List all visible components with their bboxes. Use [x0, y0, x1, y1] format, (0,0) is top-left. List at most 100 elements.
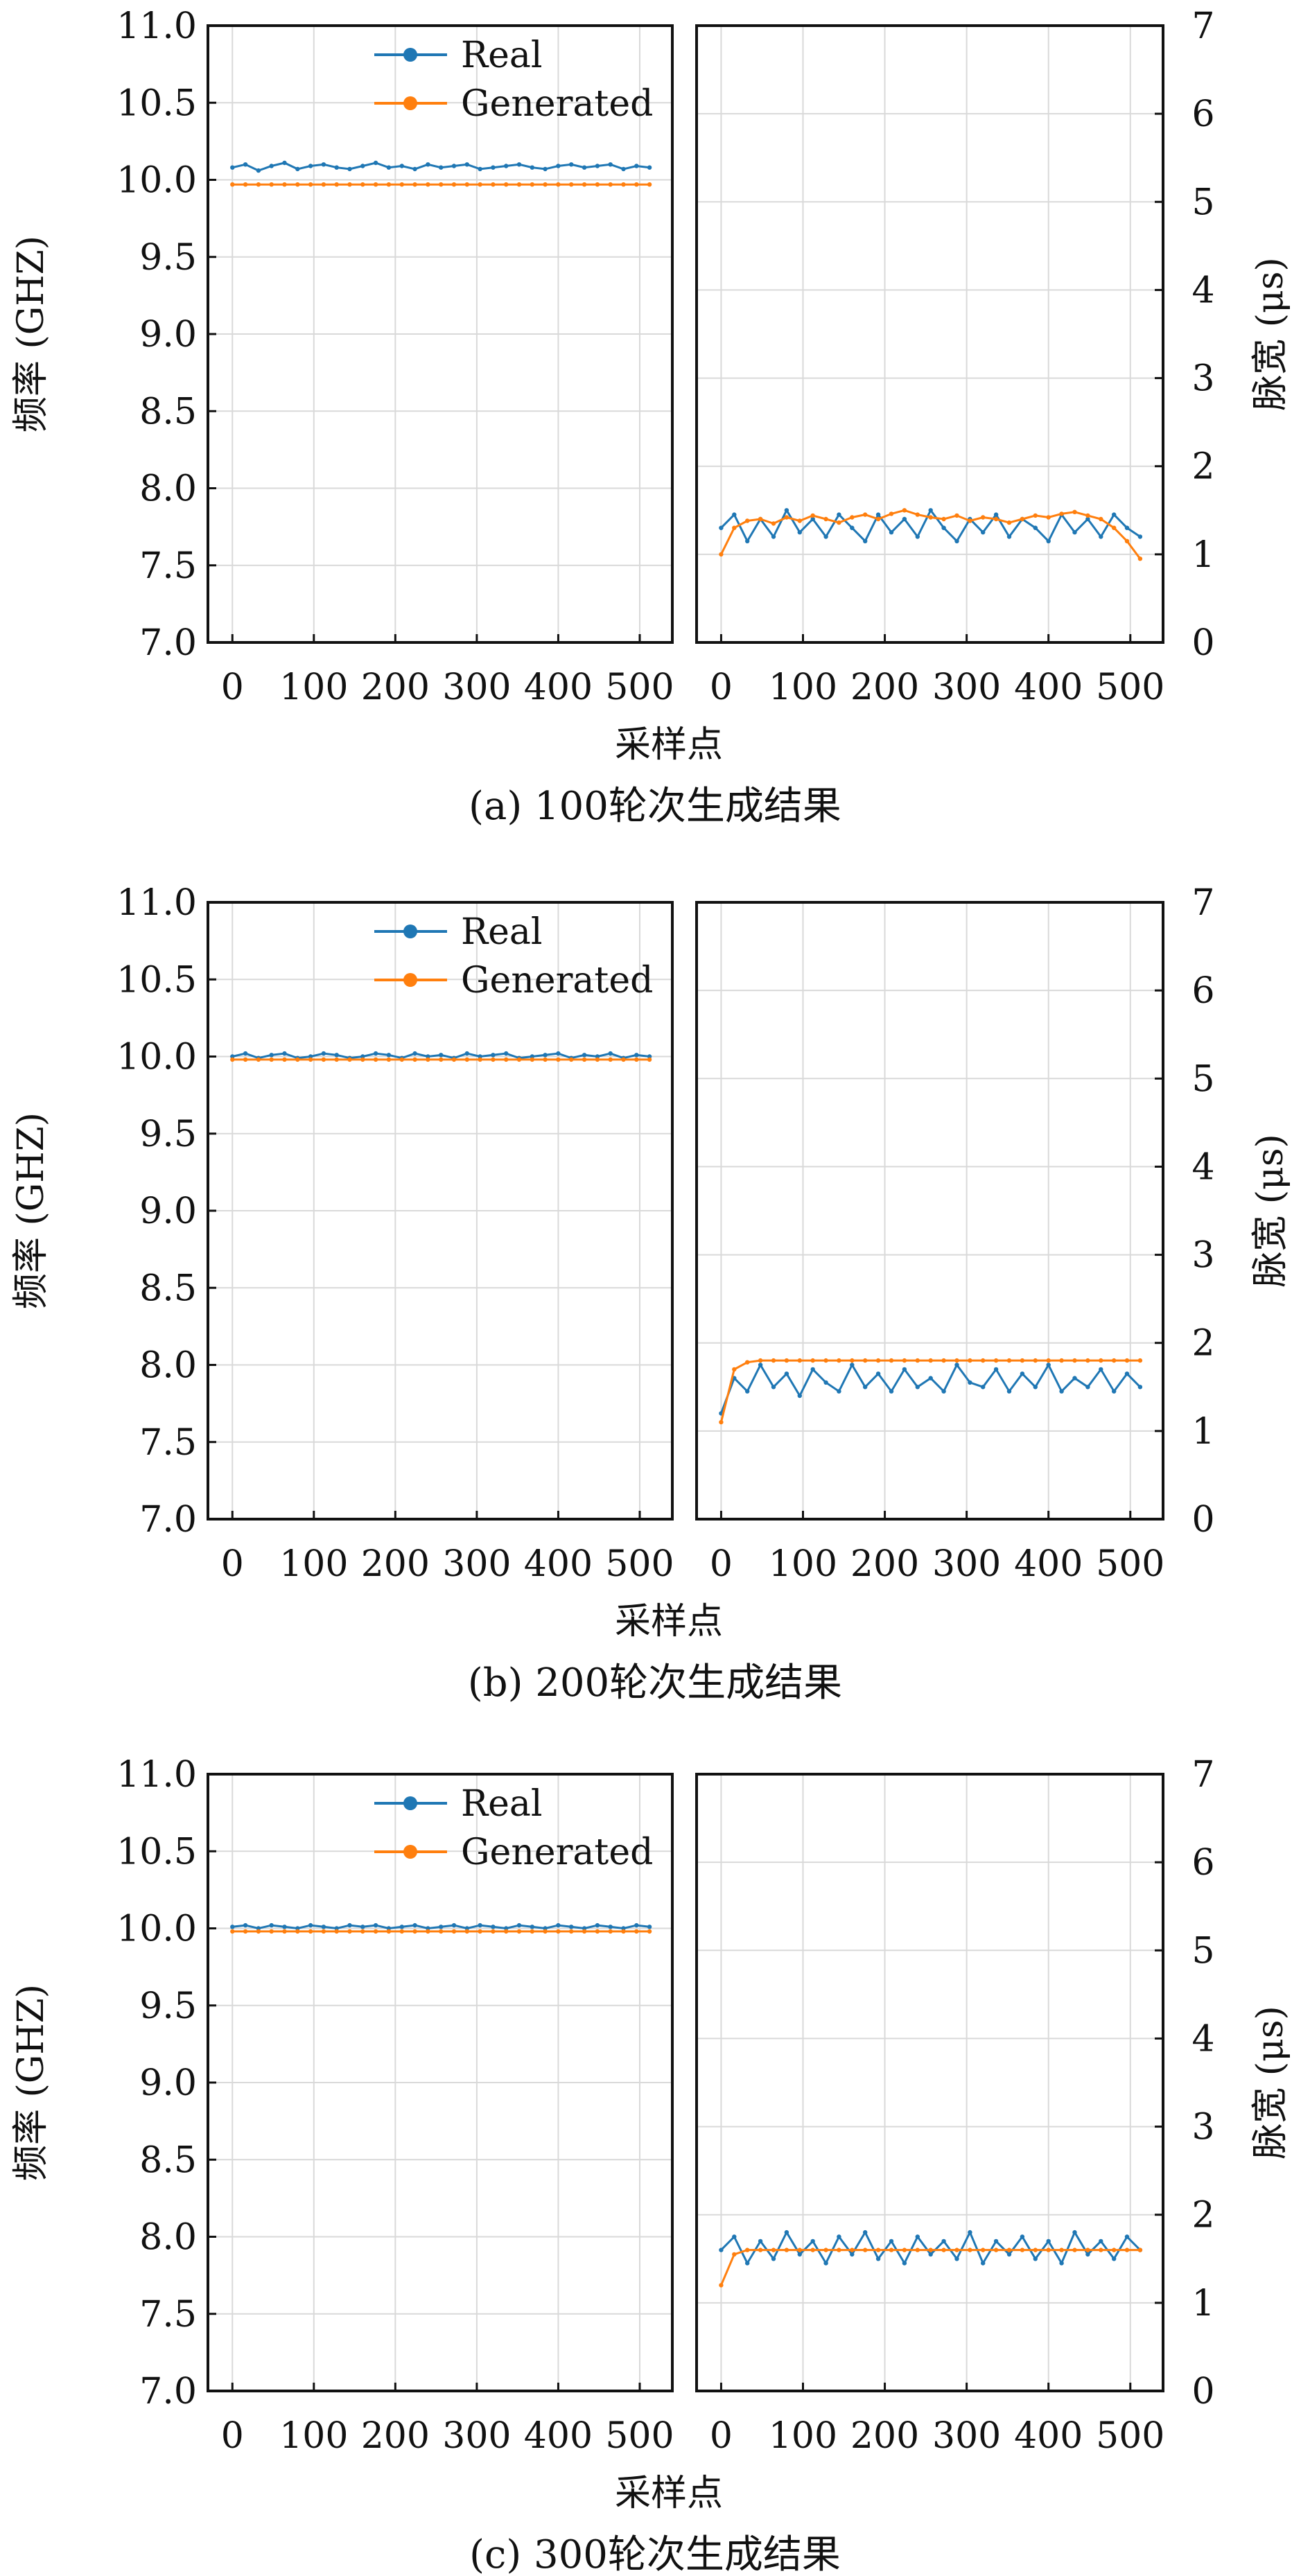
- data-point-generated: [1137, 2248, 1143, 2252]
- data-point-generated: [543, 182, 548, 187]
- data-point-generated: [334, 1057, 339, 1062]
- data-point-real: [399, 1925, 404, 1929]
- x-tick-label: 500: [605, 667, 674, 708]
- data-point-generated: [981, 1358, 986, 1363]
- data-point-real: [968, 2229, 972, 2235]
- data-point-generated: [451, 1057, 457, 1062]
- data-point-generated: [595, 1929, 600, 1934]
- y-tick-label: 6: [1191, 94, 1214, 135]
- x-axis-title: 采样点: [615, 2473, 723, 2514]
- data-point-generated: [439, 1929, 444, 1934]
- data-point-real: [516, 1922, 522, 1928]
- data-point-generated: [530, 1057, 534, 1062]
- data-point-real: [810, 516, 815, 522]
- data-point-real: [256, 168, 261, 173]
- data-point-generated: [915, 1358, 920, 1363]
- data-point-generated: [269, 1929, 274, 1934]
- y-tick-label: 5: [1191, 182, 1214, 223]
- data-point-real: [797, 2252, 803, 2257]
- data-point-generated: [1072, 2248, 1077, 2252]
- data-point-real: [308, 1922, 313, 1928]
- x-tick-label: 100: [769, 667, 837, 708]
- data-point-real: [373, 160, 378, 166]
- data-point-real: [595, 1922, 600, 1928]
- data-point-generated: [928, 1358, 933, 1363]
- data-point-generated: [1033, 1358, 1038, 1363]
- data-point-real: [621, 1926, 626, 1931]
- data-point-generated: [478, 1057, 482, 1062]
- data-point-real: [478, 1054, 482, 1059]
- data-point-generated: [282, 1929, 287, 1934]
- data-point-generated: [347, 1057, 352, 1062]
- x-axis-title: 采样点: [615, 724, 723, 766]
- data-point-real: [719, 525, 724, 530]
- data-point-real: [1112, 512, 1117, 517]
- data-point-generated: [850, 515, 855, 520]
- data-point-generated: [823, 516, 828, 522]
- series-generated: [230, 1057, 652, 1062]
- data-point-generated: [621, 182, 626, 187]
- x-tick-label: 500: [1096, 1543, 1164, 1585]
- data-point-real: [412, 1051, 417, 1056]
- y-tick-label: 3: [1191, 2107, 1214, 2148]
- data-point-real: [875, 2257, 881, 2261]
- data-point-real: [543, 1053, 548, 1058]
- x-tick-label: 200: [361, 2415, 430, 2457]
- data-point-real: [439, 1925, 444, 1929]
- y-tick-label: 10.0: [116, 1909, 197, 1950]
- data-point-generated: [915, 512, 920, 517]
- data-point-generated: [426, 1057, 430, 1062]
- x-tick-label: 100: [279, 1543, 348, 1585]
- data-point-generated: [608, 1057, 613, 1062]
- y-tick-label: 7.0: [139, 622, 197, 664]
- data-point-generated: [243, 182, 248, 187]
- data-point-generated: [1112, 2248, 1117, 2252]
- y-axis-title-right: 脉宽 (μs): [1250, 1134, 1291, 1288]
- data-point-real: [360, 1054, 365, 1059]
- data-point-generated: [1033, 2248, 1038, 2252]
- right-panel: 0 100 200 300 400 500 0 1 2 3 4 5 6 7 脉宽 (μs): [695, 1754, 1291, 2457]
- data-point-generated: [530, 182, 534, 187]
- chart-group-2: 0 100 200 300 400 5007.07.58.08.59.09.510.010…: [10, 882, 1291, 1706]
- y-tick-label: 4: [1191, 270, 1214, 311]
- data-point-real: [915, 2234, 920, 2239]
- y-tick-label: 0: [1191, 622, 1214, 664]
- legend-swatch-marker: [403, 1845, 417, 1859]
- data-point-real: [504, 1051, 509, 1056]
- data-point-real: [915, 1385, 920, 1390]
- y-tick-label: 10.5: [116, 959, 197, 1001]
- data-point-real: [889, 1389, 894, 1394]
- data-point-real: [282, 160, 287, 166]
- x-tick-label: 400: [1014, 1543, 1083, 1585]
- data-point-generated: [269, 1057, 274, 1062]
- data-point-generated: [373, 1057, 378, 1062]
- y-tick-label: 8.5: [139, 2139, 197, 2181]
- data-point-generated: [758, 516, 763, 522]
- data-point-generated: [941, 516, 946, 522]
- x-tick-label: 200: [850, 2415, 919, 2457]
- data-point-real: [608, 162, 613, 167]
- data-point-generated: [941, 1358, 946, 1363]
- data-point-real: [875, 512, 881, 517]
- data-point-generated: [243, 1057, 248, 1062]
- data-point-real: [282, 1051, 287, 1056]
- data-point-generated: [1020, 1358, 1025, 1363]
- data-point-generated: [478, 182, 482, 187]
- data-point-real: [928, 2252, 933, 2257]
- x-tick-label: 300: [442, 667, 511, 708]
- figure-caption: (b) 200轮次生成结果: [468, 1661, 842, 1706]
- data-point-generated: [1020, 2248, 1025, 2252]
- data-point-real: [595, 1054, 600, 1059]
- data-point-real: [464, 1926, 469, 1931]
- data-point-real: [732, 512, 737, 517]
- data-point-real: [426, 162, 430, 167]
- data-point-real: [823, 1380, 828, 1385]
- right-panel: 0 100 200 300 400 500 0 1 2 3 4 5 6 7 脉宽 (μs): [695, 882, 1291, 1585]
- y-tick-label: 0: [1191, 1499, 1214, 1541]
- data-point-real: [732, 2234, 737, 2239]
- data-point-generated: [373, 1929, 378, 1934]
- data-point-generated: [968, 2248, 972, 2252]
- x-tick-label: 0: [221, 1543, 244, 1585]
- data-point-generated: [243, 1929, 248, 1934]
- y-axis-title-right: 脉宽 (μs): [1250, 2006, 1291, 2159]
